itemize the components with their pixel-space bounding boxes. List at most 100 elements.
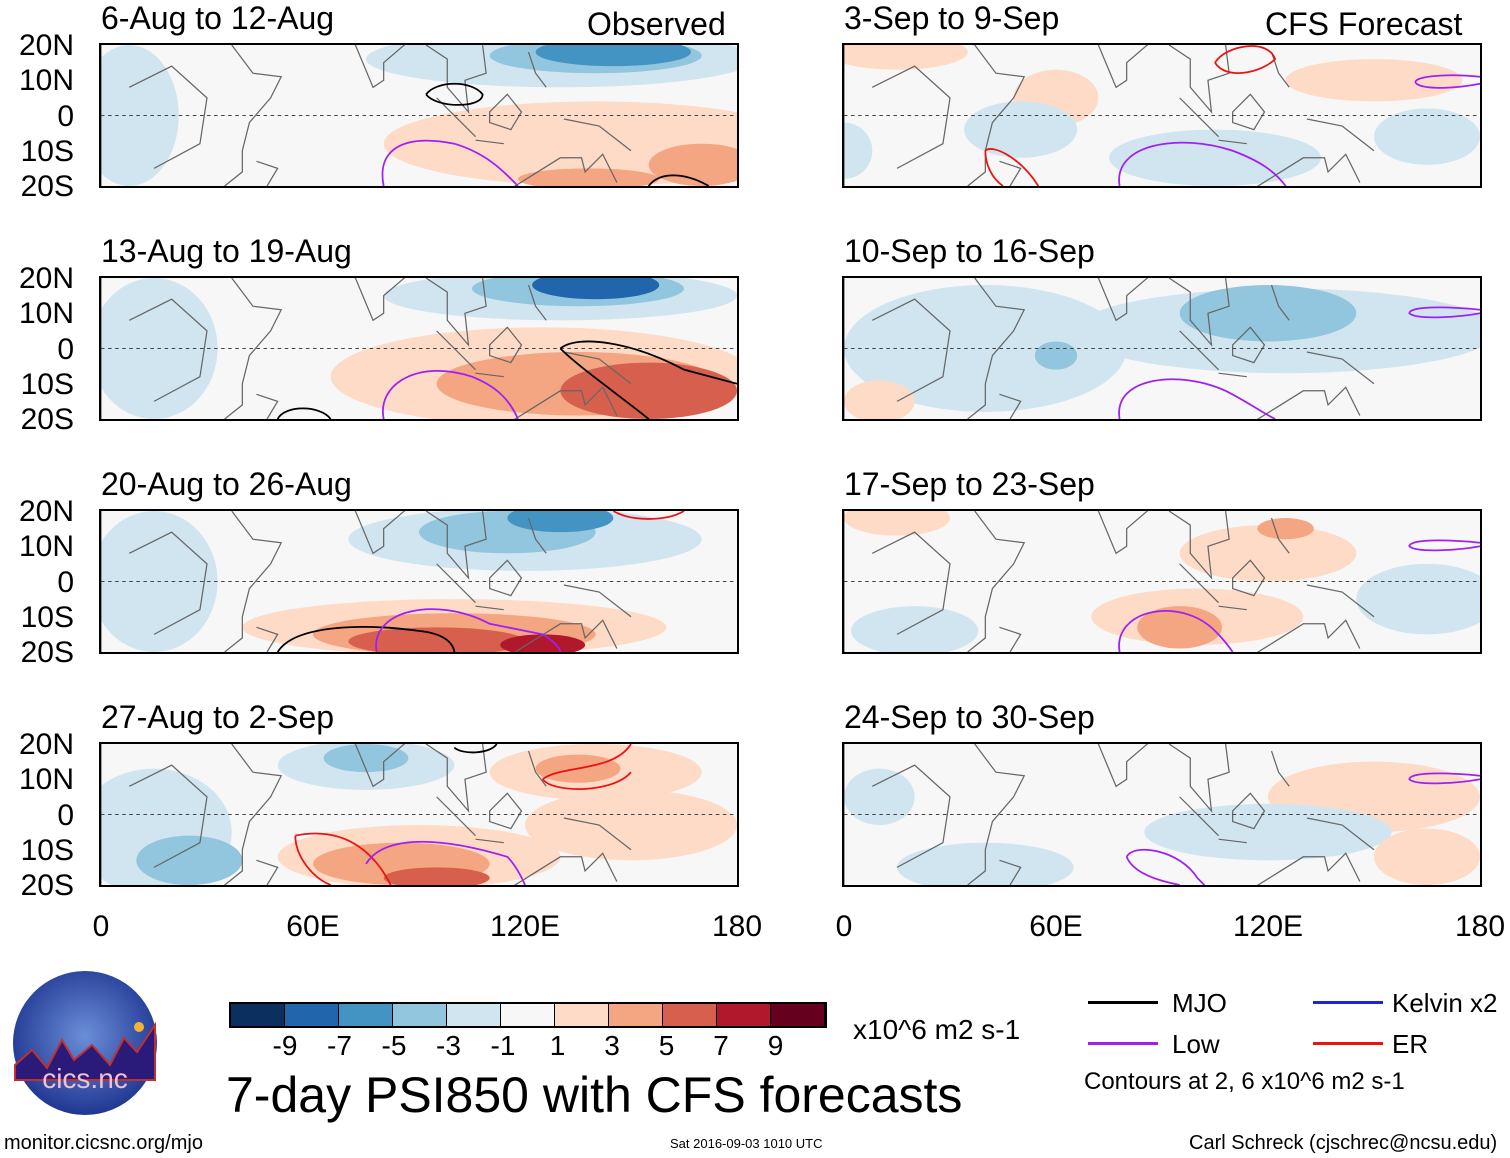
panel-title: 3-Sep to 9-Sep bbox=[844, 0, 1060, 36]
legend-low: Low bbox=[1172, 1029, 1220, 1059]
lon-tick-label: 180 bbox=[1454, 910, 1506, 943]
wave-contour bbox=[559, 340, 737, 419]
map-panel bbox=[99, 509, 739, 654]
anomaly-region bbox=[136, 835, 243, 885]
colorbar-swatch bbox=[555, 1004, 609, 1026]
wave-contour bbox=[1118, 141, 1287, 186]
legend-kelvin: Kelvin x2 bbox=[1392, 988, 1498, 1018]
footer-author: Carl Schreck (cjschrec@ncsu.edu) bbox=[1189, 1132, 1498, 1154]
colorbar-swatch bbox=[231, 1004, 285, 1026]
colorbar-tick-label: -1 bbox=[490, 1030, 516, 1061]
map-panel bbox=[99, 742, 739, 887]
colorbar-swatch bbox=[501, 1004, 555, 1026]
colorbar-tick-label: -3 bbox=[436, 1030, 461, 1061]
colorbar-tick-label: -9 bbox=[272, 1030, 298, 1061]
lat-tick-label: 20N bbox=[18, 29, 74, 62]
lat-tick-label: 10N bbox=[18, 297, 74, 331]
units-label: x10^6 m2 s-1 bbox=[853, 1014, 1021, 1045]
anomaly-region bbox=[844, 768, 915, 826]
coastline bbox=[844, 278, 1375, 419]
anomaly-region bbox=[532, 278, 660, 300]
anomaly-region bbox=[964, 101, 1078, 158]
coastline bbox=[844, 744, 1375, 885]
anomaly-region bbox=[517, 168, 660, 186]
colorbar-swatch bbox=[285, 1004, 339, 1026]
wave-contour bbox=[541, 744, 632, 790]
anomaly-region bbox=[1137, 606, 1223, 649]
colorbar bbox=[229, 1002, 827, 1028]
anomaly-region bbox=[851, 606, 979, 652]
colorbar-tick-label: 3 bbox=[604, 1030, 620, 1061]
colorbar-swatch bbox=[447, 1004, 501, 1026]
contours-note: Contours at 2, 6 x10^6 m2 s-1 bbox=[1084, 1068, 1405, 1095]
coastline bbox=[101, 744, 632, 885]
panel-title: 10-Sep to 16-Sep bbox=[844, 233, 1095, 269]
low-legend-line bbox=[1088, 1042, 1158, 1045]
lon-tick-label: 180 bbox=[711, 910, 763, 943]
colorbar-swatch bbox=[717, 1004, 771, 1026]
panel-title: 20-Aug to 26-Aug bbox=[101, 466, 352, 502]
colorbar-swatch bbox=[339, 1004, 393, 1026]
anomaly-region bbox=[844, 285, 1127, 412]
lat-tick-label: 20N bbox=[18, 495, 74, 528]
mjo-legend-line bbox=[1088, 1001, 1158, 1004]
lat-tick-label: 10N bbox=[18, 763, 74, 797]
anomaly-region bbox=[844, 511, 950, 536]
wave-contour bbox=[1408, 772, 1480, 785]
anomaly-region bbox=[1356, 563, 1480, 635]
map-panel bbox=[99, 276, 739, 421]
wave-contour bbox=[1408, 539, 1480, 552]
wave-contour bbox=[425, 83, 484, 106]
wave-contour bbox=[365, 840, 526, 885]
anomaly-region bbox=[383, 867, 490, 885]
map-panel bbox=[99, 43, 739, 188]
colorbar-swatch bbox=[609, 1004, 663, 1026]
wave-contour bbox=[1214, 45, 1277, 74]
lon-tick-label: 120E bbox=[1232, 910, 1304, 943]
legend-mjo: MJO bbox=[1172, 988, 1227, 1018]
lat-tick-label: 0 bbox=[57, 565, 74, 599]
wave-contour bbox=[1118, 609, 1234, 652]
colorbar-tick-label: 9 bbox=[767, 1030, 784, 1061]
figure-title: 7-day PSI850 with CFS forecasts bbox=[226, 1067, 963, 1123]
footer-url[interactable]: monitor.cicsnc.org/mjo bbox=[4, 1132, 203, 1154]
wave-contour bbox=[1408, 306, 1480, 319]
anomaly-region bbox=[560, 362, 737, 419]
colorbar-tick-label: 1 bbox=[549, 1030, 566, 1061]
lon-tick-label: 0 bbox=[835, 910, 853, 943]
anomaly-region bbox=[844, 122, 873, 179]
anomaly-region bbox=[1374, 828, 1480, 885]
lat-tick-label: 20N bbox=[18, 262, 74, 295]
wave-contour bbox=[381, 139, 519, 186]
lat-tick-label: 10S bbox=[20, 134, 74, 168]
coastline bbox=[844, 45, 1375, 186]
lat-tick-label: 20N bbox=[18, 728, 74, 761]
map-panel bbox=[842, 742, 1482, 887]
map-panel bbox=[842, 43, 1482, 188]
lat-tick-label: 0 bbox=[57, 798, 74, 832]
coastline bbox=[844, 511, 1375, 652]
footer-timestamp: Sat 2016-09-03 1010 UTC bbox=[670, 1136, 823, 1151]
wave-contour bbox=[647, 174, 710, 186]
anomaly-region bbox=[1109, 129, 1321, 186]
wave-contour bbox=[276, 407, 332, 419]
lat-tick-label: 0 bbox=[57, 99, 74, 133]
wave-contour bbox=[453, 744, 498, 754]
anomaly-region bbox=[1374, 108, 1480, 165]
map-panel bbox=[842, 509, 1482, 654]
wave-contour bbox=[276, 626, 456, 652]
wave-contour bbox=[1125, 848, 1206, 885]
anomaly-region bbox=[844, 45, 968, 70]
wave-contour bbox=[375, 608, 562, 652]
wave-contour bbox=[294, 832, 392, 885]
wave-contour bbox=[1118, 378, 1276, 419]
lat-tick-label: 10N bbox=[18, 530, 74, 564]
lat-tick-label: 20S bbox=[20, 403, 74, 436]
wave-contour bbox=[612, 511, 685, 520]
lat-tick-label: 20S bbox=[20, 869, 74, 902]
colorbar-swatch bbox=[771, 1004, 825, 1026]
panel-title: 13-Aug to 19-Aug bbox=[101, 233, 352, 269]
lat-tick-label: 20S bbox=[20, 636, 74, 669]
anomaly-region bbox=[844, 380, 915, 419]
